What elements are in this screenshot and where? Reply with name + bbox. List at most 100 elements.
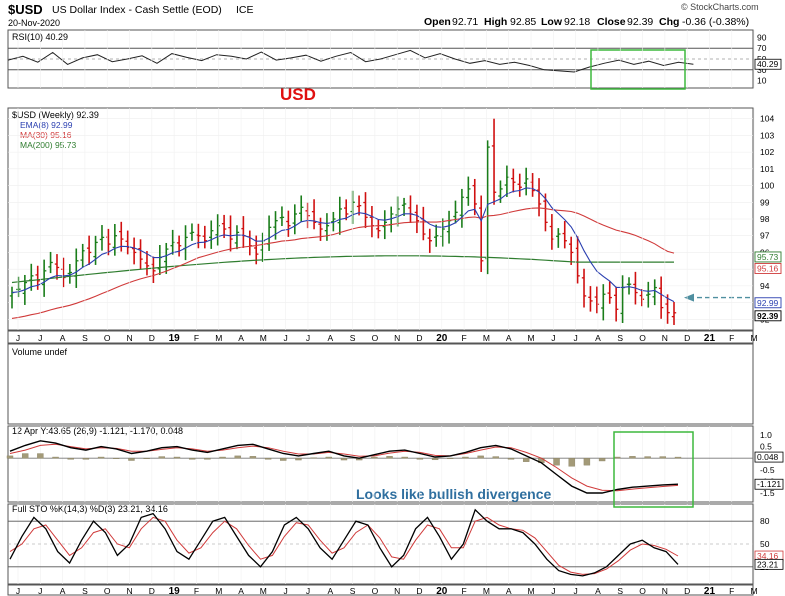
macd-hist-bar (553, 457, 560, 466)
macd-hist-bar (204, 457, 211, 460)
sto-d-line (9, 516, 679, 575)
macd-hist-bar (462, 456, 469, 459)
x-tick-top-32: F (729, 333, 734, 343)
x-tick-top-11: M (260, 333, 267, 343)
macd-hist-bar (522, 457, 530, 462)
macd-hist-bar (158, 456, 166, 459)
price-y-tick-0: 104 (760, 114, 774, 124)
price-value-label-1: 95.16 (757, 263, 779, 273)
macd-hist-bar (143, 457, 150, 459)
legend-ema: EMA(8) 92.99 (20, 120, 73, 130)
low-value: 92.18 (564, 16, 590, 28)
legend-ma200: MA(200) 95.73 (20, 140, 76, 150)
macd-hist-bar (477, 455, 484, 459)
macd-hist-bar (598, 457, 606, 462)
x-tick-top-12: J (284, 333, 288, 343)
x-tick-top-27: S (617, 333, 623, 343)
macd-line (9, 440, 679, 494)
x-tick-top-19: 20 (436, 333, 448, 344)
x-tick-bottom-23: M (527, 586, 534, 596)
x-tick-top-29: N (662, 333, 668, 343)
x-tick-bottom-33: M (751, 586, 758, 596)
sto-value-label-1: 23.21 (757, 559, 779, 569)
macd-hist-bar (6, 455, 14, 459)
x-tick-bottom-7: 19 (169, 586, 181, 596)
rsi-annotation-box (590, 49, 686, 90)
x-tick-top-5: N (126, 333, 132, 343)
macd-hist-bar (659, 456, 667, 459)
x-tick-bottom-32: F (729, 586, 734, 596)
price-value-box-2 (754, 297, 782, 309)
macd-hist-bar (325, 456, 333, 459)
macd-hist-bar (37, 453, 44, 459)
macd-hist-bar (82, 457, 90, 460)
x-tick-top-1: J (38, 333, 42, 343)
rsi-y-tick-0: 90 (757, 32, 767, 42)
close-label: Close (597, 16, 626, 28)
macd-hist-bar (568, 457, 575, 467)
x-axis-strip-0 (7, 330, 754, 344)
macd-hist-bar (67, 457, 74, 460)
price-value-box-3 (754, 310, 782, 322)
x-tick-bottom-22: A (506, 586, 512, 596)
low-label: Low (541, 16, 563, 28)
macd-hist-bar (401, 456, 408, 459)
macd-y-tick-3: -0.5 (760, 465, 775, 475)
x-tick-bottom-31: 21 (704, 586, 716, 596)
x-tick-top-30: D (684, 333, 690, 343)
x-tick-bottom-29: N (662, 586, 668, 596)
price-y-tick-4: 100 (760, 181, 774, 191)
macd-hist-bar (386, 456, 393, 459)
macd-value-box-0 (754, 451, 784, 463)
x-tick-bottom-8: F (194, 586, 199, 596)
x-tick-top-10: A (238, 333, 244, 343)
x-tick-bottom-2: A (60, 586, 66, 596)
x-tick-top-4: O (104, 333, 111, 343)
x-tick-top-6: D (149, 333, 155, 343)
x-tick-top-28: O (639, 333, 646, 343)
chart-header: $USD US Dollar Index - Cash Settle (EOD)… (8, 2, 759, 28)
x-tick-top-31: 21 (704, 333, 716, 344)
macd-hist-bar (280, 457, 287, 461)
vol-frame (7, 343, 754, 425)
x-tick-top-17: N (394, 333, 400, 343)
price-y-tick-3: 101 (760, 164, 774, 174)
x-tick-bottom-1: J (38, 586, 42, 596)
ema8-line (11, 187, 675, 303)
symbol-label: $USD (8, 2, 43, 17)
x-tick-bottom-10: A (238, 586, 244, 596)
x-tick-top-0: J (16, 333, 20, 343)
macd-y-tick-0: 1.0 (760, 430, 772, 440)
x-tick-bottom-27: S (617, 586, 623, 596)
x-tick-top-2: A (60, 333, 66, 343)
price-value-label-3: 92.39 (757, 311, 779, 321)
chg-value: -0.36 (-0.38%) (682, 16, 749, 28)
x-axis-strip-1 (7, 584, 754, 596)
sto-value-box-1 (754, 558, 784, 570)
volume-title: Volume undef (12, 347, 68, 357)
macd-title: 12 Apr Y:43.65 (26,9) -1.121, -1.170, 0.… (12, 426, 183, 436)
price-y-tick-5: 99 (760, 197, 770, 207)
macd-hist-bar (340, 457, 348, 461)
macd-hist-bar (614, 456, 621, 459)
x-tick-bottom-5: N (126, 586, 132, 596)
price-y-tick-1: 103 (760, 130, 774, 140)
close-value: 92.39 (627, 16, 653, 28)
x-tick-top-8: F (194, 333, 199, 343)
sto-k-line (9, 508, 679, 577)
sto-y-tick-1: 50 (760, 539, 770, 549)
x-tick-top-22: A (506, 333, 512, 343)
x-tick-top-7: 19 (169, 333, 181, 344)
macd-hist-bar (629, 456, 636, 459)
macd-y-tick-5: -1.5 (760, 488, 775, 498)
x-tick-bottom-20: F (462, 586, 467, 596)
macd-hist-bar (492, 456, 500, 459)
volume-panel: Volume undef (12, 347, 68, 357)
ma200-line (11, 255, 674, 284)
x-tick-bottom-25: J (574, 586, 578, 596)
exchange-label: ICE (236, 4, 254, 16)
x-tick-bottom-16: O (372, 586, 379, 596)
macd-hist-bar (249, 456, 257, 459)
x-tick-bottom-9: M (215, 586, 222, 596)
